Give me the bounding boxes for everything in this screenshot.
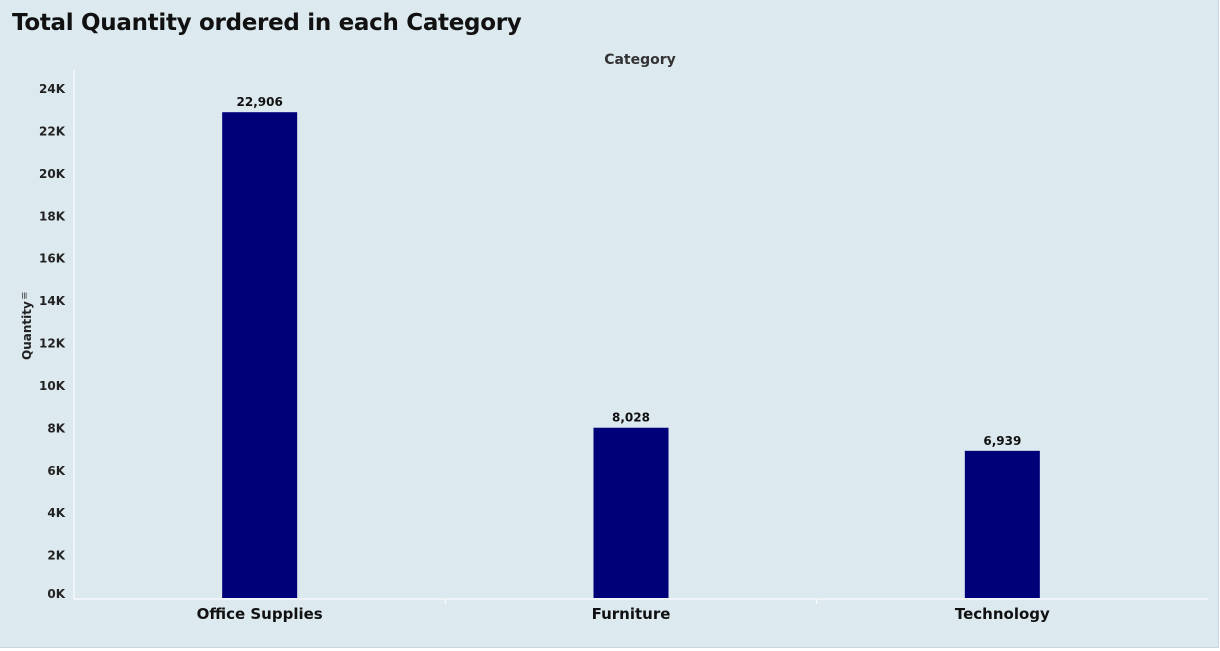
data-label: 8,028 (612, 411, 650, 425)
y-tick-label: 12K (39, 337, 66, 351)
y-tick-label: 6K (47, 464, 65, 478)
y-tick-label: 20K (39, 167, 66, 181)
y-tick-label: 16K (39, 252, 66, 266)
y-tick-label: 0K (47, 587, 65, 601)
category-label: Furniture (592, 605, 671, 623)
y-tick-label: 18K (39, 209, 66, 223)
category-label: Technology (955, 605, 1050, 623)
bar-technology[interactable] (964, 450, 1040, 598)
category-label: Office Supplies (197, 605, 323, 623)
chart-title: Total Quantity ordered in each Category (12, 10, 522, 36)
y-tick-label: 8K (47, 421, 65, 435)
data-label: 22,906 (237, 95, 283, 109)
bar-furniture[interactable] (593, 427, 669, 598)
data-label: 6,939 (983, 434, 1021, 448)
y-tick-label: 4K (47, 506, 65, 520)
y-tick-label: 2K (47, 549, 65, 563)
column-header-category: Category (604, 52, 676, 68)
bar-office-supplies[interactable] (222, 112, 298, 599)
y-tick-label: 22K (39, 124, 66, 138)
y-tick-label: 10K (39, 379, 66, 393)
y-tick-label: 24K (39, 82, 66, 96)
y-tick-label: 14K (39, 294, 66, 308)
